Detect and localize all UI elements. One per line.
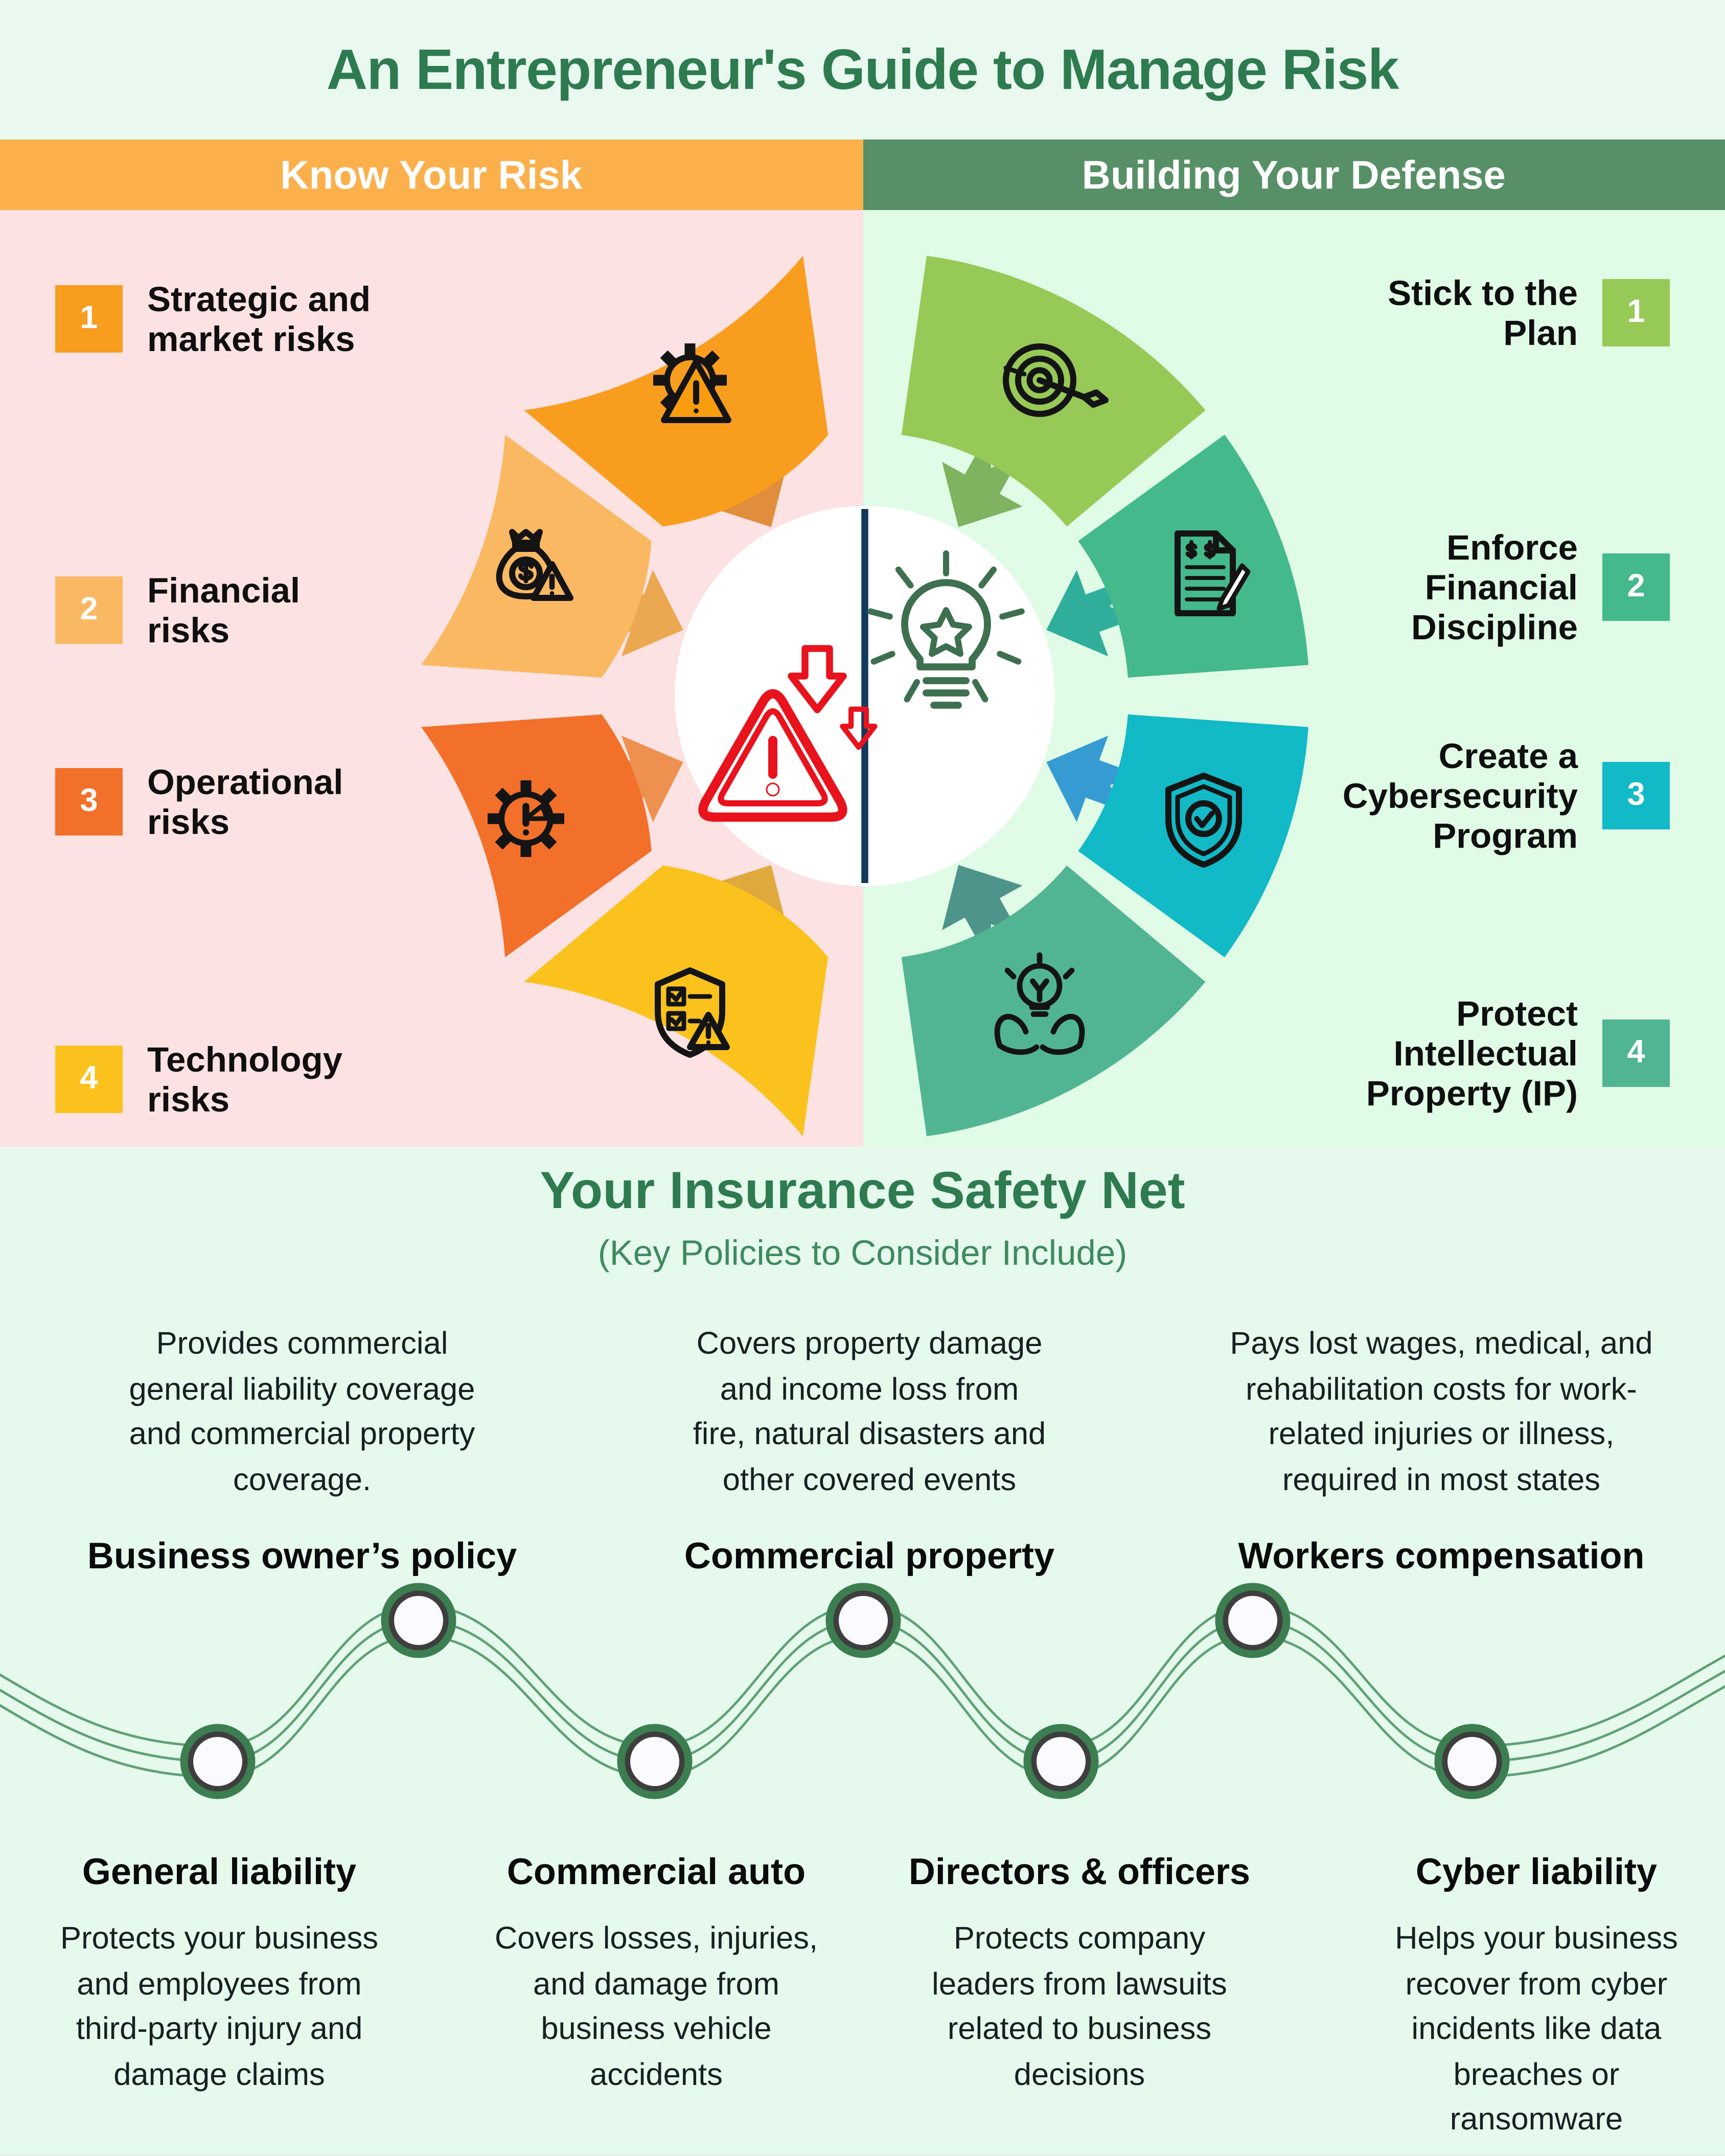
- insurance-title: Your Insurance Safety Net: [540, 1162, 1185, 1220]
- policy-name: General liability: [82, 1852, 357, 1893]
- policy-directors-officers: Directors & officers Protects company le…: [857, 1852, 1302, 2097]
- risk-item-1: 1 Strategic and market risks: [55, 279, 492, 359]
- defense-step-label: Create a Cybersecurity Program: [1342, 736, 1578, 856]
- banner-left-label: Know Your Risk: [280, 151, 583, 197]
- risk-item-3: 3 Operational risks: [55, 762, 492, 842]
- policy-name: Commercial property: [684, 1536, 1055, 1578]
- defense-item-1: Stick to the Plan 1: [1294, 273, 1670, 353]
- risk-item-2: 2 Financial risks: [55, 570, 492, 651]
- risk-step-number: 2: [55, 576, 123, 644]
- policy-name: Cyber liability: [1415, 1852, 1658, 1893]
- risk-step-number: 4: [55, 1046, 123, 1114]
- risk-step-label: Strategic and market risks: [147, 279, 371, 359]
- policy-workers-compensation: Pays lost wages, medical, and rehabilita…: [1211, 1322, 1671, 1579]
- defense-step-label: Enforce Financial Discipline: [1411, 527, 1578, 648]
- banner-right-label: Building Your Defense: [1082, 151, 1506, 197]
- policy-description: Helps your business recover from cyber i…: [1395, 1921, 1678, 2138]
- policy-name: Directors & officers: [908, 1852, 1251, 1893]
- defense-step-number: 1: [1602, 279, 1670, 347]
- risk-item-4: 4 Technology risks: [55, 1039, 492, 1120]
- defense-item-2: Enforce Financial Discipline 2: [1294, 527, 1670, 648]
- defense-step-label: Stick to the Plan: [1388, 273, 1578, 353]
- defense-step-number: 4: [1602, 1019, 1670, 1087]
- policy-description: Pays lost wages, medical, and rehabilita…: [1230, 1326, 1653, 1497]
- policy-description: Provides commercial general liability co…: [129, 1326, 475, 1497]
- defense-step-number: 2: [1602, 553, 1670, 621]
- policy-description: Protects company leaders from lawsuits r…: [932, 1921, 1227, 2092]
- policy-commercial-auto: Commercial auto Covers losses, injuries,…: [434, 1852, 879, 2097]
- defense-item-3: Create a Cybersecurity Program 3: [1294, 736, 1670, 856]
- risk-step-label: Financial risks: [147, 570, 301, 651]
- risk-step-number: 1: [55, 285, 123, 353]
- policy-cyber-liability: Cyber liability Helps your business reco…: [1314, 1852, 1725, 2143]
- defense-item-4: Protect Intellectual Property (IP) 4: [1294, 993, 1670, 1114]
- defense-step-label: Protect Intellectual Property (IP): [1366, 993, 1578, 1114]
- insurance-subtitle: (Key Policies to Consider Include): [597, 1233, 1128, 1272]
- risk-step-label: Operational risks: [147, 762, 343, 842]
- policy-description: Covers property damage and income loss f…: [693, 1326, 1046, 1497]
- policy-name: Commercial auto: [507, 1852, 806, 1893]
- policy-name: Business owner’s policy: [87, 1536, 517, 1578]
- risk-step-number: 3: [55, 768, 123, 836]
- policy-general-liability: General liability Protects your business…: [0, 1852, 442, 2097]
- banner-building-your-defense: Building Your Defense: [862, 140, 1725, 210]
- page-title-bar: An Entrepreneur's Guide to Manage Risk: [0, 0, 1725, 140]
- page-title: An Entrepreneur's Guide to Manage Risk: [326, 37, 1399, 101]
- defense-step-number: 3: [1602, 762, 1670, 830]
- policy-business-owners: Provides commercial general liability co…: [72, 1322, 532, 1579]
- policy-name: Workers compensation: [1238, 1536, 1645, 1578]
- banner-know-your-risk: Know Your Risk: [0, 140, 863, 210]
- risk-step-label: Technology risks: [147, 1039, 343, 1120]
- policy-description: Protects your business and employees fro…: [60, 1921, 379, 2092]
- policy-commercial-property: Covers property damage and income loss f…: [639, 1322, 1099, 1579]
- policy-description: Covers losses, injuries, and damage from…: [494, 1921, 818, 2092]
